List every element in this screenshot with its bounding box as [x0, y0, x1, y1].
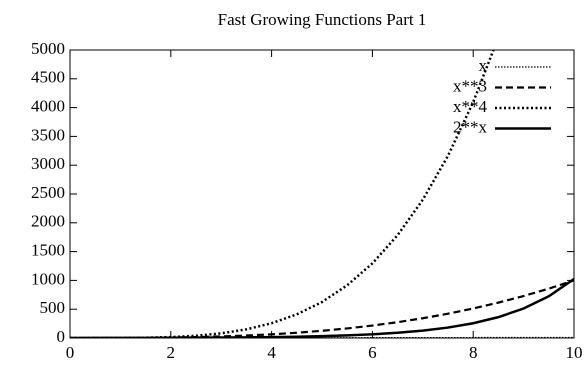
series-line [70, 277, 574, 338]
legend-label: x**4 [453, 97, 488, 116]
plot-frame [69, 49, 575, 339]
y-tick-label: 2000 [31, 212, 65, 231]
x-tick-label: 10 [566, 343, 583, 362]
x-tick-label: 8 [469, 343, 478, 362]
y-tick-label: 1000 [31, 269, 65, 288]
x-tick-label: 0 [66, 343, 75, 362]
series-line [70, 50, 495, 338]
plot-area [70, 50, 574, 338]
y-tick-label: 5000 [31, 39, 65, 58]
chart-title: Fast Growing Functions Part 1 [218, 10, 427, 29]
y-tick-label: 4500 [31, 68, 65, 87]
y-tick-label: 3500 [31, 125, 65, 144]
x-tick-label: 6 [368, 343, 377, 362]
x-tick-label: 4 [267, 343, 276, 362]
x-tick-label: 2 [167, 343, 176, 362]
legend-label: x [479, 56, 488, 75]
y-tick-label: 500 [40, 298, 66, 317]
legend-label: 2**x [453, 117, 488, 136]
y-tick-label: 4000 [31, 97, 65, 116]
legend-label: x**3 [453, 76, 487, 95]
y-tick-label: 3000 [31, 154, 65, 173]
y-tick-label: 0 [57, 327, 66, 346]
series-line [70, 279, 574, 338]
y-tick-label: 2500 [31, 183, 65, 202]
y-tick-label: 1500 [31, 241, 65, 260]
